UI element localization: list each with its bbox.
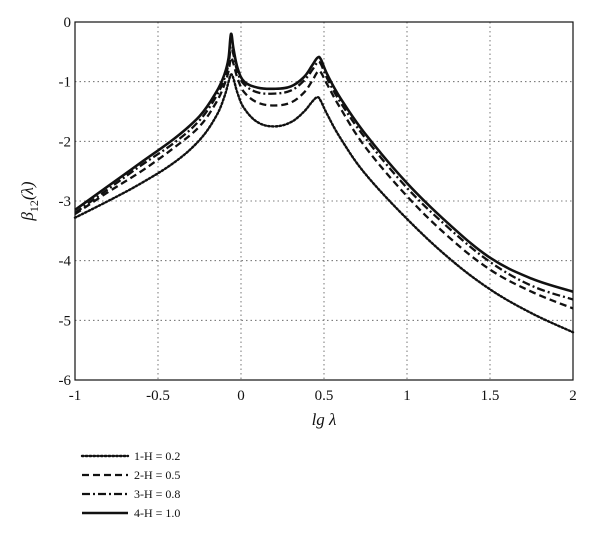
legend-label-1: 1-H = 0.2 bbox=[134, 449, 180, 463]
y-tick-label: -1 bbox=[59, 75, 72, 91]
y-tick-label: -4 bbox=[59, 254, 72, 270]
legend-label-2: 2-H = 0.5 bbox=[134, 468, 180, 482]
x-tick-label: 2 bbox=[569, 388, 577, 404]
y-tick-labels: 0 -1 -2 -3 -4 -5 -6 bbox=[59, 15, 72, 389]
series-line-2 bbox=[74, 56, 574, 310]
plot-frame bbox=[74, 21, 574, 381]
x-tick-label: -1 bbox=[69, 388, 82, 404]
x-tick-label: 1 bbox=[403, 388, 411, 404]
grid-lines bbox=[75, 22, 573, 380]
y-axis-title-subscript: 12 bbox=[27, 200, 41, 212]
legend-label-4: 4-H = 1.0 bbox=[134, 506, 180, 520]
legend-label-3: 3-H = 0.8 bbox=[134, 487, 180, 501]
x-tick-label: -0.5 bbox=[146, 388, 170, 404]
y-axis-title: β12(λ) bbox=[18, 181, 41, 221]
series-line-1 bbox=[73, 73, 575, 334]
y-axis-title-tail: (λ) bbox=[18, 181, 37, 200]
series-line-4 bbox=[74, 32, 574, 293]
x-axis-title: lg λ bbox=[312, 410, 337, 429]
series-line-3 bbox=[74, 45, 574, 301]
x-tick-label: 1.5 bbox=[481, 388, 500, 404]
x-tick-label: 0.5 bbox=[315, 388, 334, 404]
y-tick-label: -3 bbox=[59, 194, 72, 210]
y-axis-title-symbol: β bbox=[18, 212, 37, 222]
series-lines bbox=[73, 32, 575, 334]
x-tick-label: 0 bbox=[237, 388, 245, 404]
legend: 1-H = 0.2 2-H = 0.5 3-H = 0.8 4-H = 1.0 bbox=[80, 449, 180, 520]
x-tick-labels: -1 -0.5 0 0.5 1 1.5 2 bbox=[69, 388, 577, 404]
y-tick-label: -2 bbox=[59, 134, 72, 150]
y-tick-label: 0 bbox=[64, 15, 72, 31]
y-tick-label: -5 bbox=[59, 313, 72, 329]
y-tick-label: -6 bbox=[59, 373, 72, 389]
